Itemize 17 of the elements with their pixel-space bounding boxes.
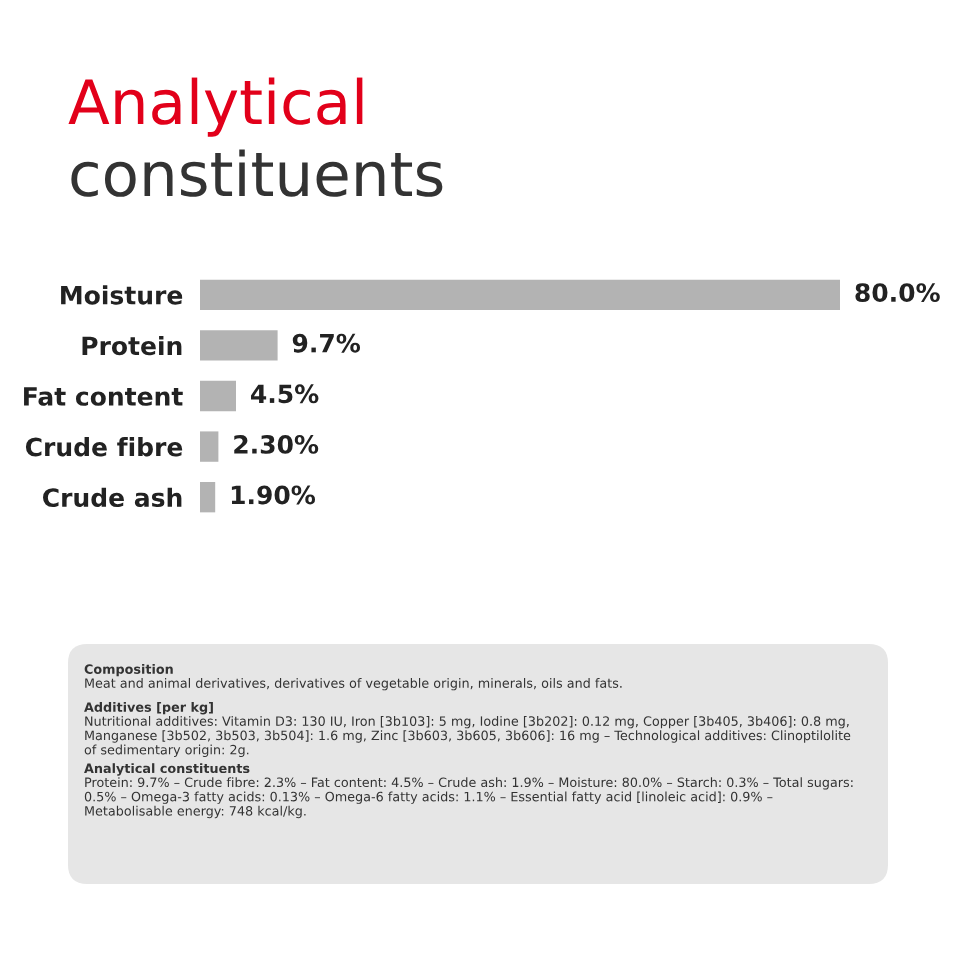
data-label: 80.0% (855, 283, 940, 303)
y-tick-label: Protein (82, 335, 182, 356)
y-tick-label: Crude fibre (25, 437, 183, 457)
y-tick-label: Fat content (24, 387, 183, 406)
bar (200, 330, 278, 361)
bar (200, 431, 219, 462)
y-tick-label: Crude ash (43, 487, 182, 508)
data-label: 4.5% (251, 384, 319, 404)
data-label: 1.90% (231, 485, 316, 505)
chart-subtitle: constituents (71, 149, 443, 197)
y-tick-label: Moisture (61, 285, 183, 305)
data-label: 2.30% (234, 434, 319, 454)
bar (200, 380, 236, 412)
bar (200, 279, 840, 310)
data-label: 9.7% (292, 333, 361, 353)
chart-title: Analytical (68, 77, 363, 137)
bar (200, 482, 216, 513)
